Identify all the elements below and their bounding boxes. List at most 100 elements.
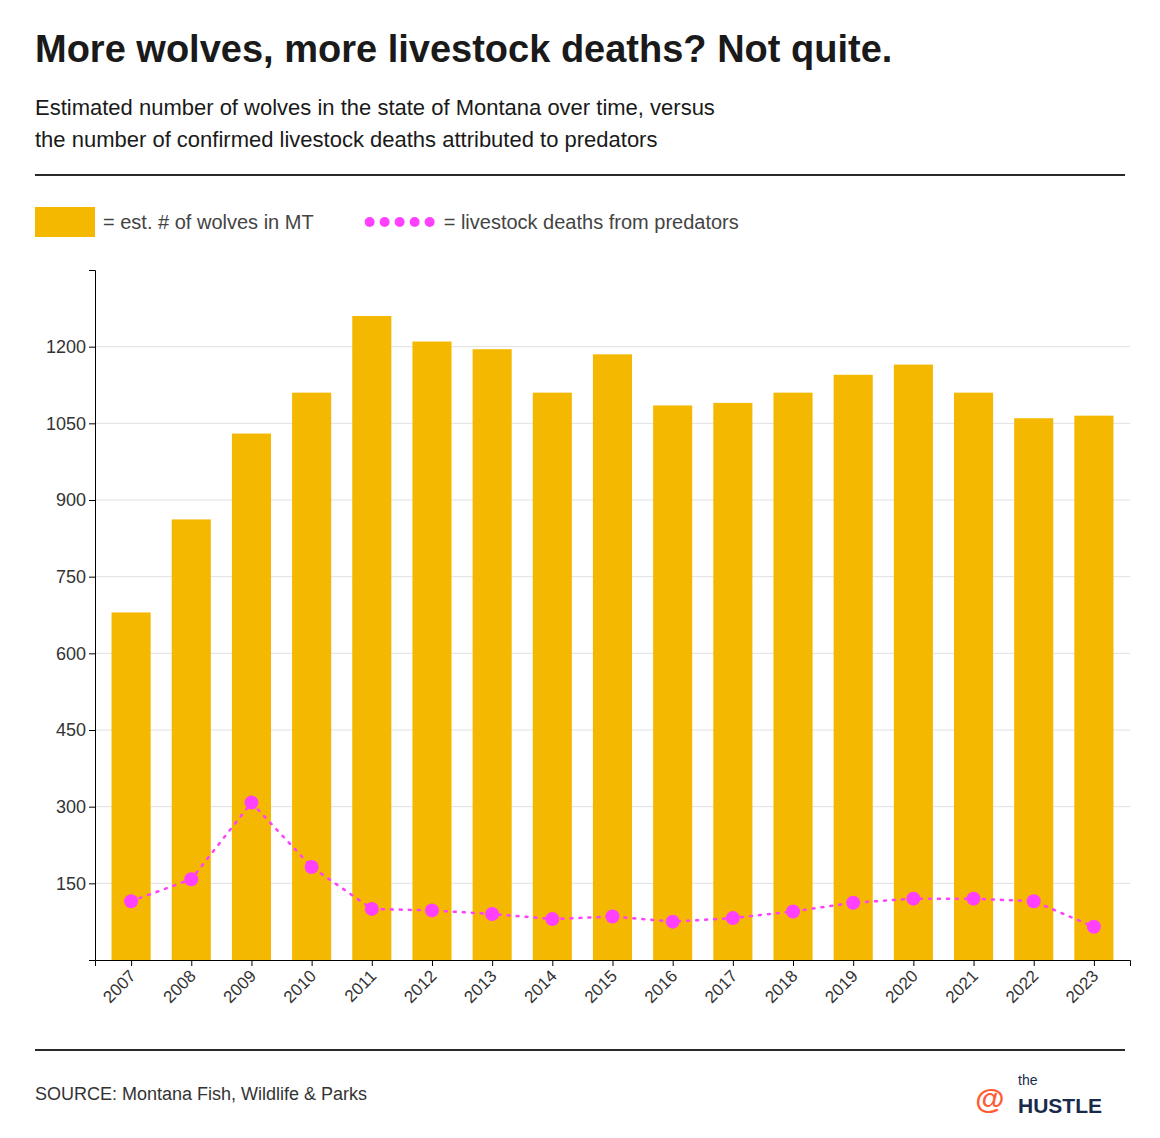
bar [172, 519, 211, 960]
tick: 2019 [822, 960, 862, 1007]
point [606, 910, 620, 924]
bar [773, 393, 812, 960]
tick-label: 2023 [1062, 967, 1102, 1007]
bars [112, 316, 1114, 960]
tick-mark [89, 730, 95, 731]
axis-line [89, 271, 96, 961]
line-series [124, 796, 1101, 934]
tick: 2007 [99, 960, 139, 1007]
tick-mark [552, 960, 553, 966]
brand-text: HUSTLE [1018, 1094, 1102, 1117]
tick-mark [1034, 960, 1035, 966]
tick: 2023 [1062, 960, 1102, 1007]
line [131, 803, 1094, 927]
tick-label: 2007 [99, 967, 139, 1007]
tick-mark [793, 960, 794, 966]
tick-mark [913, 960, 914, 966]
tick: 2010 [280, 960, 320, 1007]
tick-label: 2008 [160, 967, 200, 1007]
point [545, 912, 559, 926]
tick-label: 2017 [701, 967, 741, 1007]
tick-label: 2021 [942, 967, 982, 1007]
bar [834, 375, 873, 960]
tick: 1050 [46, 414, 95, 434]
point [666, 915, 680, 929]
tick-mark [432, 960, 433, 966]
grid-line [95, 346, 1130, 347]
legend-swatch [380, 217, 390, 227]
point [726, 911, 740, 925]
point [305, 860, 319, 874]
point [1087, 920, 1101, 934]
point [967, 892, 981, 906]
tick-label: 2010 [280, 967, 320, 1007]
tick-mark [974, 960, 975, 966]
tick: 2018 [761, 960, 801, 1007]
bar [1074, 416, 1113, 960]
bar [954, 393, 993, 960]
legend-label: = est. # of wolves in MT [103, 211, 314, 233]
tick-mark [312, 960, 313, 966]
bar [533, 393, 572, 960]
bar [473, 349, 512, 960]
bar [352, 316, 391, 960]
tick: 2014 [521, 960, 561, 1007]
tick: 2021 [942, 960, 982, 1007]
legend: = est. # of wolves in MT = livestock deat… [35, 207, 739, 237]
tick-mark [673, 960, 674, 966]
legend-item: = livestock deaths from predators [365, 211, 739, 233]
tick-mark [191, 960, 192, 966]
point [906, 892, 920, 906]
tick: 2015 [581, 960, 621, 1007]
tick: 2022 [1002, 960, 1042, 1007]
tick: 2011 [341, 960, 380, 1006]
tick-mark [492, 960, 493, 966]
bar [713, 403, 752, 960]
y-axis: 15030045060075090010501200 [46, 271, 96, 961]
tick-label: 1050 [46, 414, 86, 434]
tick-label: 2022 [1002, 967, 1042, 1007]
tick-mark [89, 577, 95, 578]
point [786, 904, 800, 918]
bar [292, 393, 331, 960]
subtitle: the number of confirmed livestock deaths… [35, 127, 657, 152]
point [1027, 894, 1041, 908]
bar [112, 612, 151, 960]
tick-mark [89, 347, 95, 348]
bar [232, 434, 271, 960]
chart: More wolves, more livestock deaths? Not … [0, 0, 1160, 1138]
point [244, 796, 258, 810]
tick: 2013 [460, 960, 500, 1007]
tick-label: 750 [56, 567, 86, 587]
tick-mark [853, 960, 854, 966]
title: More wolves, more livestock deaths? Not … [35, 28, 892, 70]
tick-mark [372, 960, 373, 966]
subtitle: Estimated number of wolves in the state … [35, 95, 715, 120]
plot-area [112, 316, 1114, 960]
tick: 750 [56, 567, 95, 587]
tick: 2020 [882, 960, 922, 1007]
tick-label: 2009 [220, 967, 260, 1007]
legend-item: = est. # of wolves in MT [35, 207, 314, 237]
tick-label: 2012 [400, 967, 440, 1007]
legend-swatch [35, 207, 95, 237]
tick: 900 [56, 490, 95, 510]
tick-mark [251, 960, 252, 966]
tick-label: 1200 [46, 337, 86, 357]
tick: 2017 [701, 960, 741, 1007]
tick-mark [613, 960, 614, 966]
tick-label: 2018 [761, 967, 801, 1007]
tick-label: 600 [56, 644, 86, 664]
point [425, 903, 439, 917]
tick: 300 [56, 797, 95, 817]
tick-mark [89, 883, 95, 884]
bar [593, 354, 632, 960]
tick: 2009 [220, 960, 260, 1007]
point [365, 902, 379, 916]
tick-label: 900 [56, 490, 86, 510]
x-axis: 2007200820092010201120122013201420152016… [96, 960, 1131, 1007]
legend-swatch [365, 217, 375, 227]
tick: 2008 [160, 960, 200, 1007]
tick-label: 150 [56, 874, 86, 894]
tick-mark [1094, 960, 1095, 966]
